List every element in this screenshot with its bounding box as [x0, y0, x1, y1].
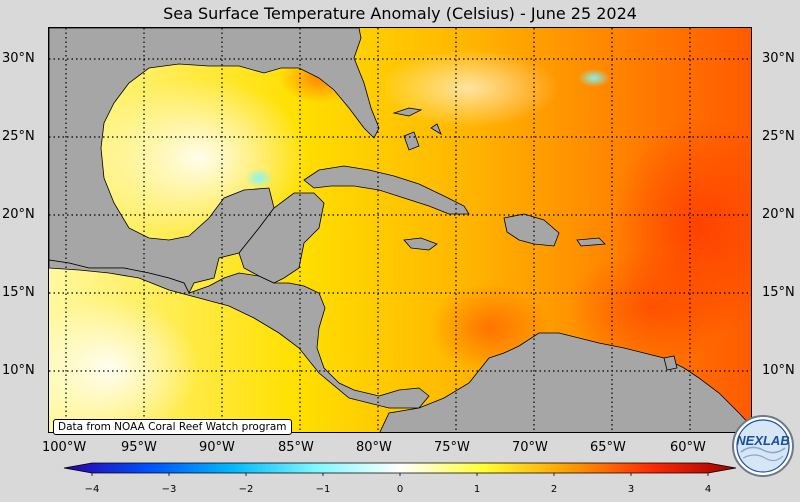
colorbar-tick-label: 4 — [705, 484, 711, 495]
land-cuba — [303, 165, 470, 215]
lat-label-left: 20°N — [2, 207, 35, 222]
land-central-america — [49, 259, 430, 409]
lon-label: 90°W — [199, 440, 235, 455]
land-puerto-rico — [576, 237, 606, 247]
land-south-america — [379, 332, 751, 432]
colorbar-tick-label: −3 — [162, 484, 177, 495]
colorbar-tick-label: 3 — [628, 484, 634, 495]
land-masses — [49, 28, 751, 432]
colorbar-tick-label: −2 — [239, 484, 254, 495]
lat-label-left: 30°N — [2, 51, 35, 66]
lon-label: 100°W — [42, 440, 87, 455]
colorbar-bar — [63, 462, 737, 474]
lat-label-right: 15°N — [762, 285, 795, 300]
land-hispaniola — [503, 213, 560, 247]
lon-label: 70°W — [512, 440, 548, 455]
colorbar-tick-label: 1 — [474, 484, 480, 495]
lon-label: 80°W — [356, 440, 392, 455]
lon-label: 65°W — [590, 440, 626, 455]
logo-text: NEXLAB — [736, 433, 789, 448]
land-bahamas — [392, 107, 442, 151]
lat-label-right: 20°N — [762, 207, 795, 222]
colorbar-tick-label: −1 — [316, 484, 331, 495]
lon-label: 85°W — [278, 440, 314, 455]
map-canvas — [49, 28, 751, 432]
lat-label-left: 10°N — [2, 363, 35, 378]
land-yucatan — [238, 192, 325, 284]
lon-label: 95°W — [121, 440, 157, 455]
lon-label: 60°W — [670, 440, 706, 455]
graticule — [49, 28, 751, 432]
land-trinidad — [663, 355, 678, 371]
colorbar-ticks: −4 −3 −2 −1 0 1 2 3 4 — [85, 473, 711, 495]
lat-label-right: 10°N — [762, 363, 795, 378]
data-credit-label: Data from NOAA Coral Reef Watch program — [53, 419, 292, 435]
land-jamaica — [403, 237, 438, 251]
lat-label-right: 30°N — [762, 51, 795, 66]
map-title: Sea Surface Temperature Anomaly (Celsius… — [163, 4, 637, 23]
colorbar-tick-label: −4 — [85, 484, 100, 495]
colorbar-tick-label: 0 — [397, 484, 403, 495]
lat-label-left: 15°N — [2, 285, 35, 300]
colorbar: −4 −3 −2 −1 0 1 2 3 4 — [62, 462, 738, 498]
sst-anomaly-map[interactable] — [48, 27, 752, 433]
lon-label: 75°W — [434, 440, 470, 455]
lat-label-left: 25°N — [2, 129, 35, 144]
nexlab-logo: NEXLAB — [731, 414, 795, 478]
colorbar-tick-label: 2 — [551, 484, 557, 495]
lat-label-right: 25°N — [762, 129, 795, 144]
